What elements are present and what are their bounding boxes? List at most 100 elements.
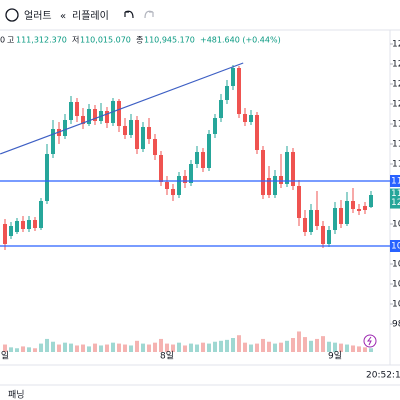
candle-body (267, 178, 271, 195)
y-tick-label: 118 (392, 120, 400, 130)
alert-button[interactable]: 얼러트 (24, 10, 52, 22)
candle-body (171, 189, 175, 195)
volume-bar (249, 344, 253, 352)
high-value: 111,312.370 (16, 36, 67, 45)
candle-body (129, 120, 133, 135)
volume-bar (27, 347, 31, 352)
replay-icon[interactable]: « (60, 11, 66, 22)
candle-body (327, 230, 331, 244)
candle-body (261, 150, 265, 195)
low-label: 저 (72, 36, 79, 45)
candle-body (237, 68, 241, 114)
candle-body (315, 210, 319, 226)
volume-bar (243, 342, 247, 352)
redo-button[interactable] (144, 10, 154, 19)
candle-body (207, 134, 211, 168)
volume-bar (201, 342, 205, 352)
candle-body (141, 127, 145, 149)
volume-bar (321, 336, 325, 352)
volume-bar (213, 341, 217, 352)
candle-body (255, 115, 259, 150)
volume-bar (267, 341, 271, 352)
undo-button[interactable] (124, 10, 134, 19)
volume-bar (309, 340, 313, 352)
volume-bar (21, 346, 25, 352)
plot: 126 124 122 120 118 116 114 108 104 102 100 98 일 8일 9일… (0, 40, 400, 362)
volume-bar (357, 346, 361, 352)
alert-icon[interactable] (5, 8, 19, 22)
candle-body (117, 101, 121, 126)
volume-bar (87, 346, 91, 352)
ohlc-header: 0 고 111,312.370 저 110,015.070 종 110,945.… (0, 36, 281, 45)
candle-body (177, 176, 181, 195)
volume-bar (3, 344, 7, 352)
candle-body (291, 152, 295, 186)
volume-bar (159, 338, 163, 352)
candle-body (189, 164, 193, 183)
volume-bar (39, 343, 43, 352)
price-tag-label: 11 (391, 177, 400, 187)
candle-body (195, 152, 199, 164)
y-tick-label: 102 (392, 280, 400, 290)
volume-bar (333, 342, 337, 352)
symbol: 0 (0, 36, 5, 45)
volume-bar (123, 344, 127, 352)
candle-body (339, 208, 343, 224)
volume-bar (327, 341, 331, 352)
candle-body (147, 127, 151, 139)
volume-bar (117, 343, 121, 352)
volume-bar (183, 345, 187, 352)
volume-bar (105, 344, 109, 352)
candle-body (165, 182, 169, 189)
candle-body (285, 152, 289, 184)
candle-body (297, 186, 301, 218)
volume-bar (339, 343, 343, 352)
candle-body (81, 116, 85, 124)
volume-bar (255, 343, 259, 352)
volume-bar (189, 343, 193, 352)
candle-body (183, 176, 187, 183)
candle-body (351, 201, 355, 209)
price-tag-label: 10 (391, 242, 400, 252)
volume-bar (285, 340, 289, 352)
replay-button[interactable]: 리플레이 (72, 10, 109, 22)
candle-body (93, 109, 97, 121)
x-tick-label: 일 (1, 351, 9, 362)
candle-body (201, 152, 205, 168)
volume-bar (219, 340, 223, 352)
volume-bar (51, 341, 55, 352)
candle-body (75, 102, 79, 116)
volume-bar (147, 344, 151, 352)
volume-bar (369, 348, 373, 352)
x-tick-label: 8일 (160, 351, 174, 362)
candle-body (321, 226, 325, 244)
time-label: 20:52:1 (366, 371, 400, 381)
low-value: 110,015.070 (80, 36, 131, 45)
candle-body (69, 102, 73, 120)
volume-bar (291, 338, 295, 352)
countdown-label: 12 (391, 198, 400, 208)
volume-bar (153, 342, 157, 352)
candle-body (231, 68, 235, 86)
volume-bar (345, 344, 349, 352)
close-label: 종 (136, 36, 143, 45)
price-tag (390, 240, 400, 252)
volume-bar (171, 344, 175, 352)
volume-bar (279, 342, 283, 352)
candle-body (309, 210, 313, 232)
volume-bar (33, 348, 37, 352)
volume-bar (303, 337, 307, 352)
candle-body (225, 86, 229, 100)
y-tick-label: 126 (392, 40, 400, 50)
candle-body (45, 154, 49, 201)
candle-body (87, 109, 91, 124)
volume-bar (111, 342, 115, 352)
candle-body (345, 201, 349, 224)
volume-bar (351, 345, 355, 352)
y-tick-label: 100 (392, 300, 400, 310)
trend-line (0, 62, 244, 155)
candle-body (153, 139, 157, 155)
